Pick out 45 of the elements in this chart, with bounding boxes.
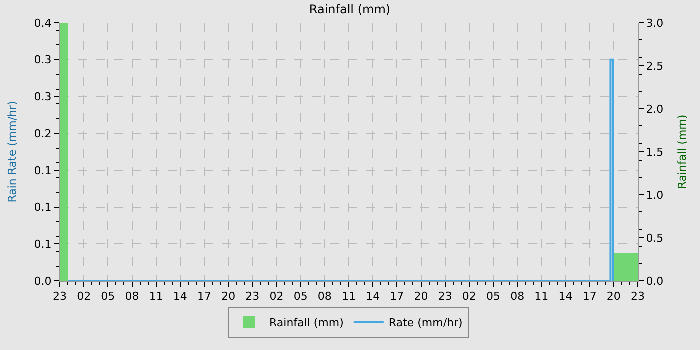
x-tick-label: 14	[558, 290, 573, 304]
y2-tick-label: 1.5	[646, 146, 664, 159]
x-tick-label: 11	[149, 290, 164, 304]
x-tick-label: 08	[125, 290, 140, 304]
x-tick-label: 08	[318, 290, 332, 304]
y2-tick-label: 0.5	[646, 232, 664, 245]
y2-tick-label: 2.0	[646, 102, 664, 116]
y-tick-label: 0.4	[34, 16, 52, 30]
y2-axis-title: Rainfall (mm)	[676, 114, 689, 190]
x-tick-label: 05	[101, 290, 116, 304]
x-tick-label: 02	[77, 290, 92, 304]
x-tick-label: 17	[390, 290, 404, 304]
x-tick-label: 23	[631, 290, 645, 304]
y2-tick-label: 3.0	[646, 16, 664, 30]
x-tick-label: 05	[486, 290, 500, 304]
x-tick-label: 17	[198, 290, 212, 304]
x-tick-label: 20	[606, 290, 621, 304]
y-tick-label: 0.3	[34, 90, 52, 104]
x-tick-label: 17	[582, 290, 597, 304]
y2-tick-label: 1.0	[646, 188, 664, 202]
y-tick-label: 0.3	[34, 54, 52, 67]
x-tick-label: 14	[366, 290, 380, 304]
x-tick-label: 14	[173, 290, 188, 304]
x-tick-label: 20	[222, 290, 236, 304]
y-axis-title: Rain Rate (mm/hr)	[6, 101, 19, 203]
chart-title: Rainfall (mm)	[309, 2, 391, 17]
x-tick-label: 11	[534, 290, 549, 304]
x-tick-label: 23	[438, 290, 452, 304]
y-tick-label: 0.2	[34, 127, 52, 140]
x-tick-label: 05	[294, 290, 308, 304]
y-tick-label: 0.1	[34, 164, 52, 178]
x-tick-label: 11	[342, 290, 356, 304]
y-tick-label: 0.1	[34, 201, 52, 214]
y2-tick-label: 2.5	[646, 60, 664, 73]
y2-tick-label: 0.0	[646, 274, 664, 288]
y-tick-label: 0.1	[34, 238, 52, 251]
x-tick-label: 20	[414, 290, 428, 304]
legend-label: Rainfall (mm)	[270, 316, 344, 330]
x-tick-label: 02	[270, 290, 284, 304]
x-tick-label: 23	[53, 290, 67, 304]
x-tick-label: 23	[246, 290, 260, 304]
y-tick-label: 0.0	[34, 274, 52, 288]
x-tick-label: 08	[510, 290, 525, 304]
x-tick-label: 02	[462, 290, 476, 304]
legend-label: Rate (mm/hr)	[388, 316, 463, 330]
